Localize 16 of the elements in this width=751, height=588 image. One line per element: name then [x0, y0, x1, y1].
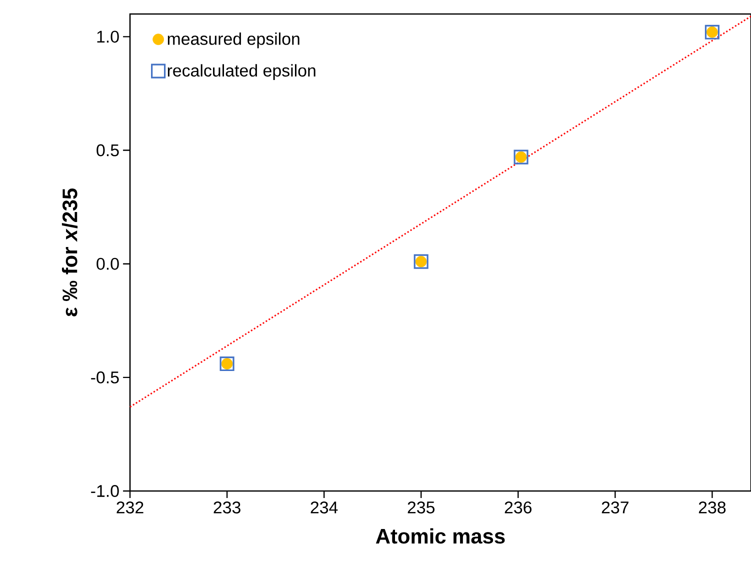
- x-tick-label: 233: [214, 501, 240, 514]
- x-axis-title: Atomic mass: [376, 528, 505, 544]
- y-tick-label: 0.5: [96, 144, 119, 156]
- legend-label: recalculated epsilon: [168, 64, 316, 80]
- x-tick-label: 232: [116, 501, 144, 514]
- x-tick-label: 236: [504, 501, 532, 514]
- x-tick-label: 238: [698, 501, 726, 514]
- y-tick-label: 0.0: [96, 258, 119, 270]
- y-tick-label: 1.0: [97, 30, 119, 43]
- y-tick-label: -0.5: [91, 371, 119, 384]
- x-tick-label: 234: [310, 501, 338, 514]
- legend-label: measured epsilon: [168, 32, 300, 48]
- x-tick-label: 237: [602, 501, 628, 514]
- y-axis-title: ε ‰ for x/235: [62, 188, 78, 316]
- x-tick-label: 235: [408, 501, 435, 514]
- y-tick-label: -1.0: [91, 484, 119, 497]
